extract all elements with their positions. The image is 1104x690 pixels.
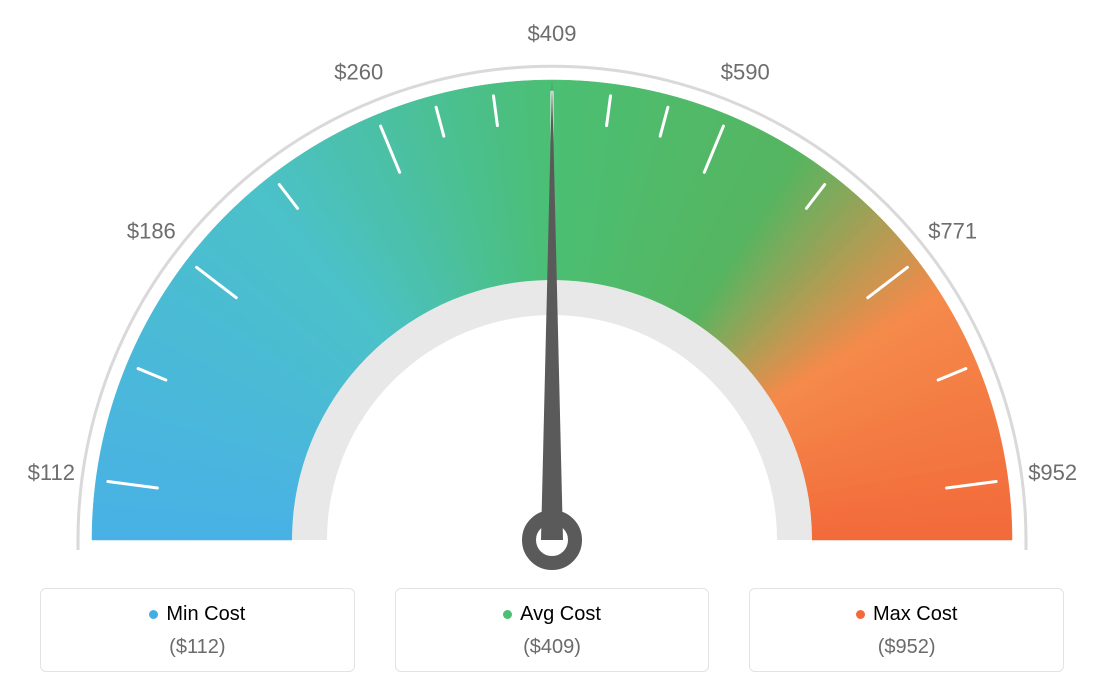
gauge-tick-label: $771 bbox=[928, 218, 977, 243]
legend-label-max: Max Cost bbox=[873, 603, 957, 626]
legend-label-avg: Avg Cost bbox=[520, 603, 601, 626]
legend-label-min: Min Cost bbox=[166, 603, 245, 626]
legend-card-avg: Avg Cost ($409) bbox=[395, 588, 710, 672]
gauge-tick-label: $952 bbox=[1028, 460, 1077, 485]
legend-value-max: ($952) bbox=[750, 636, 1063, 659]
legend-title-min: Min Cost bbox=[149, 603, 245, 626]
cost-gauge-chart: $112 $186 $260 $409 $590 $771 $952 Min Cost ($… bbox=[0, 0, 1104, 690]
legend-card-min: Min Cost ($112) bbox=[40, 588, 355, 672]
legend-value-min: ($112) bbox=[41, 636, 354, 659]
legend-dot-avg bbox=[503, 610, 512, 619]
legend-title-avg: Avg Cost bbox=[503, 603, 601, 626]
gauge-svg: $112 $186 $260 $409 $590 $771 $952 bbox=[0, 0, 1104, 580]
gauge-tick-label: $186 bbox=[127, 218, 176, 243]
legend-dot-max bbox=[856, 610, 865, 619]
gauge-tick-label: $260 bbox=[334, 59, 383, 84]
gauge-area: $112 $186 $260 $409 $590 $771 $952 bbox=[0, 0, 1104, 560]
legend-dot-min bbox=[149, 610, 158, 619]
gauge-tick-label: $590 bbox=[721, 59, 770, 84]
legend-row: Min Cost ($112) Avg Cost ($409) Max Cost… bbox=[0, 588, 1104, 672]
legend-card-max: Max Cost ($952) bbox=[749, 588, 1064, 672]
gauge-tick-label: $409 bbox=[528, 21, 577, 46]
gauge-tick-label: $112 bbox=[28, 460, 75, 485]
legend-value-avg: ($409) bbox=[396, 636, 709, 659]
legend-title-max: Max Cost bbox=[856, 603, 957, 626]
